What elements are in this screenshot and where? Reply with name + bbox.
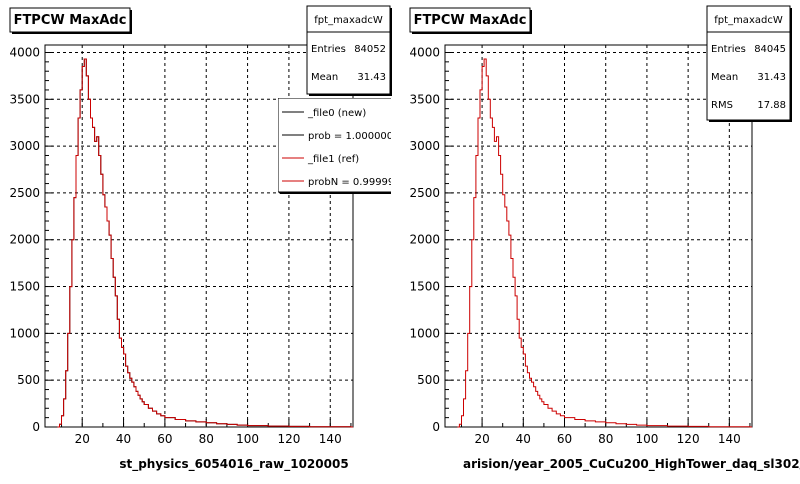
y-tick-label: 3000 xyxy=(409,139,440,153)
y-tick-label: 3500 xyxy=(9,92,40,106)
stats-rms-value: 17.88 xyxy=(757,100,786,111)
chart-panel-2: 20 40 60 80 100 120 140 0 500 1000 1500 2000 2500 300… xyxy=(409,5,800,472)
stats-mean-label: Mean xyxy=(711,72,738,83)
stats-mean-value: 31.43 xyxy=(757,72,786,83)
stats-rms-label: RMS xyxy=(711,100,733,111)
y-tick-label: 500 xyxy=(17,373,40,387)
histogram-series-1 xyxy=(457,58,752,428)
x-tick-label: 100 xyxy=(635,432,658,446)
x-tick-label: 60 xyxy=(157,432,172,446)
title-box xyxy=(9,7,131,33)
y-tick-label: 1500 xyxy=(409,280,440,294)
chart-panel-1: 20 40 60 80 100 120 140 0 500 1000 1500 2000 2500 300… xyxy=(9,5,401,472)
title-box xyxy=(409,7,531,33)
y-tick-label: 2500 xyxy=(409,186,440,200)
x-tick-label: 20 xyxy=(474,432,489,446)
x-tick-label: 100 xyxy=(236,432,259,446)
x-tick-label: 60 xyxy=(557,432,572,446)
legend-label: probN = 0.999990 xyxy=(308,177,401,188)
x-tick-label: 40 xyxy=(516,432,531,446)
legend-label: prob = 1.000000 xyxy=(308,131,393,142)
y-tick-label: 4000 xyxy=(409,45,440,59)
x-tick-label: 120 xyxy=(677,432,700,446)
legend-label: _file1 (ref) xyxy=(307,154,359,165)
y-tick-label: 1000 xyxy=(9,326,40,340)
y-tick-label: 3000 xyxy=(9,139,40,153)
y-tick-label: 2000 xyxy=(9,233,40,247)
stats-mean-label: Mean xyxy=(311,72,338,83)
y-tick-label: 2500 xyxy=(9,186,40,200)
stats-name: fpt_maxadcW xyxy=(714,15,783,26)
stats-entries-label: Entries xyxy=(711,44,746,55)
stats-entries-value: 84052 xyxy=(354,44,386,55)
histogram-series-2 xyxy=(57,58,353,428)
y-tick-label: 4000 xyxy=(9,45,40,59)
stats-mean-value: 31.43 xyxy=(357,72,386,83)
y-tick-label: 1500 xyxy=(9,280,40,294)
stats-name: fpt_maxadcW xyxy=(314,15,383,26)
x-tick-label: 80 xyxy=(199,432,214,446)
stats-entries-label: Entries xyxy=(311,44,346,55)
x-axis-label: arision/year_2005_CuCu200_HighTower_daq_… xyxy=(463,457,800,472)
stats-box xyxy=(706,5,791,121)
y-tick-label: 500 xyxy=(417,373,440,387)
y-tick-label: 0 xyxy=(432,420,440,434)
stats-entries-value: 84045 xyxy=(754,44,786,55)
y-tick-label: 2000 xyxy=(409,233,440,247)
plot-frame xyxy=(444,44,753,428)
x-tick-label: 140 xyxy=(718,432,741,446)
panel-title: FTPCW MaxAdc xyxy=(14,13,127,28)
x-tick-label: 40 xyxy=(116,432,131,446)
stats-box xyxy=(306,5,391,95)
y-tick-label: 0 xyxy=(32,420,40,434)
x-axis-label: st_physics_6054016_raw_1020005 xyxy=(119,457,348,472)
y-tick-label: 3500 xyxy=(409,92,440,106)
y-tick-label: 1000 xyxy=(409,326,440,340)
x-tick-label: 140 xyxy=(319,432,342,446)
legend: _file0 (new) prob = 1.000000 _file1 (ref) p… xyxy=(278,98,401,194)
panel-title: FTPCW MaxAdc xyxy=(414,13,527,28)
legend-label: _file0 (new) xyxy=(307,108,366,119)
x-tick-label: 20 xyxy=(75,432,90,446)
x-tick-label: 80 xyxy=(598,432,613,446)
legend-box xyxy=(278,98,391,193)
x-tick-label: 120 xyxy=(277,432,300,446)
